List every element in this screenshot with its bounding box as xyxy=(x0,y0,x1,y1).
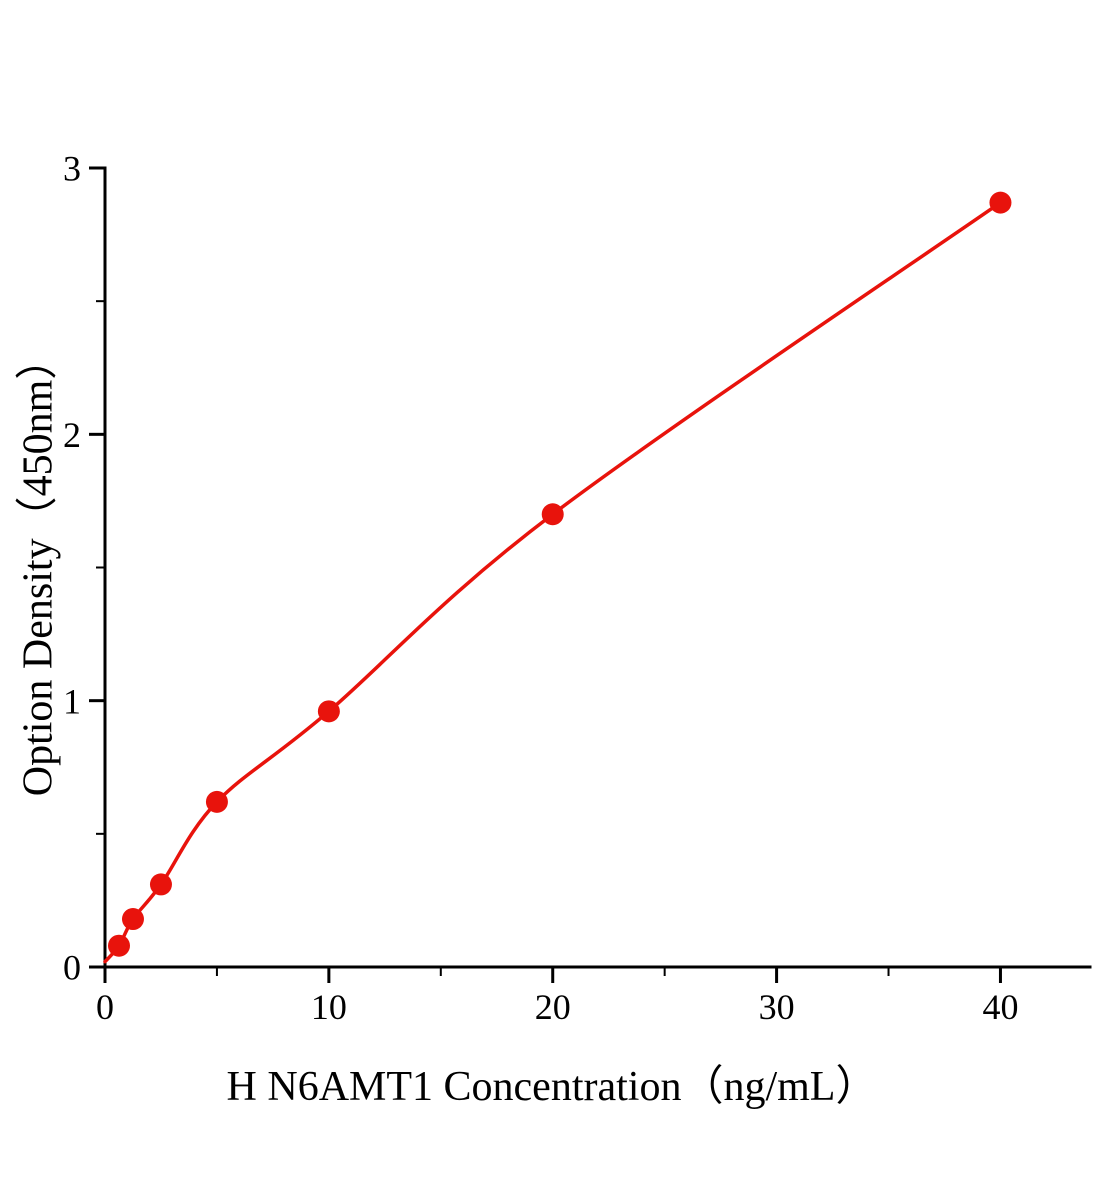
data-point xyxy=(989,191,1012,214)
y-tick-label: 3 xyxy=(63,149,81,189)
y-tick-label: 1 xyxy=(63,681,81,721)
x-tick-label: 10 xyxy=(311,987,347,1027)
data-point xyxy=(541,503,564,526)
x-tick-label: 40 xyxy=(982,987,1018,1027)
data-point xyxy=(317,700,340,723)
data-point xyxy=(121,908,144,931)
x-tick-label: 30 xyxy=(759,987,795,1027)
data-point xyxy=(149,873,172,896)
standard-curve-line xyxy=(103,200,1003,964)
y-axis-title: Option Density（450nm） xyxy=(15,337,62,797)
x-tick-label: 20 xyxy=(535,987,571,1027)
data-point xyxy=(107,934,130,957)
x-tick-label: 0 xyxy=(96,987,114,1027)
x-axis-title: H N6AMT1 Concentration（ng/mL） xyxy=(226,1064,878,1110)
data-point xyxy=(205,790,228,813)
y-tick-label: 2 xyxy=(63,415,81,455)
y-tick-label: 0 xyxy=(63,948,81,988)
